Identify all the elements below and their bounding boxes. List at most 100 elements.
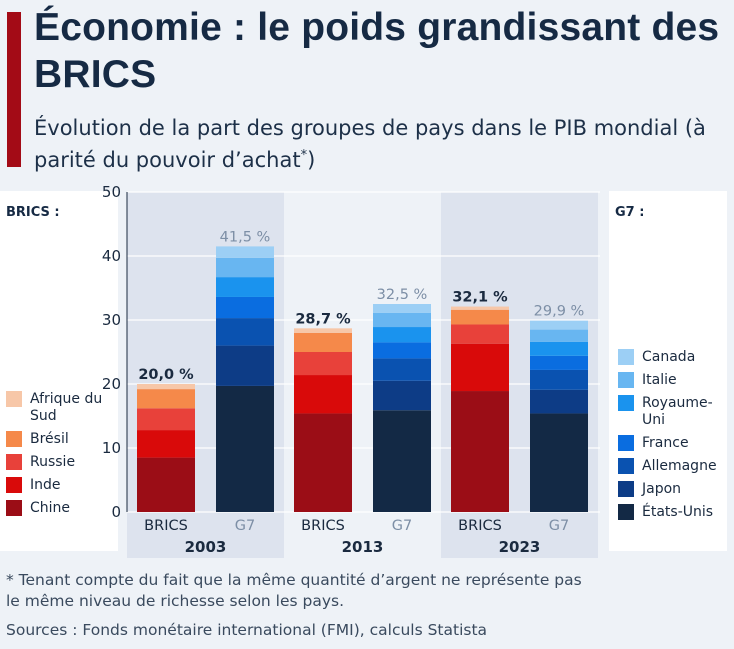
y-tick-label: 30 xyxy=(102,311,121,329)
legend-label: Afrique du Sud xyxy=(30,391,103,424)
legend-label: Russie xyxy=(30,454,76,470)
legend-label: Italie xyxy=(642,372,677,388)
chart-title: Économie : le poids grandissant des BRIC… xyxy=(34,6,720,96)
bar-total-label: 20,0 % xyxy=(138,367,194,383)
bar-segment-allemagne xyxy=(216,318,274,346)
legend-swatch xyxy=(6,431,22,447)
legend-item: Japon xyxy=(618,481,730,498)
x-category-label: G7 xyxy=(392,518,412,534)
legend-item: États-Unis xyxy=(618,504,730,521)
legend-item: Afrique du Sud xyxy=(6,391,118,425)
bar-segment-états-unis xyxy=(530,413,588,512)
subtitle-text: Évolution de la part des groupes de pays… xyxy=(34,116,706,172)
bar-segment-allemagne xyxy=(373,358,431,381)
legend-swatch xyxy=(618,349,634,365)
sources: Sources : Fonds monétaire international … xyxy=(6,621,488,639)
subtitle-footnote-mark: * xyxy=(300,148,308,163)
bar-segment-royaume-uni xyxy=(530,341,588,356)
bar-total-label: 32,5 % xyxy=(377,287,428,303)
bar-segment-italie xyxy=(373,312,431,328)
bar-total-label: 28,7 % xyxy=(295,311,351,327)
legend-swatch xyxy=(618,435,634,451)
x-category-label: BRICS xyxy=(301,518,345,534)
legend-item: Canada xyxy=(618,349,730,366)
legend-item: Allemagne xyxy=(618,458,730,475)
legend-item: Inde xyxy=(6,477,118,494)
bar-segment-brésil xyxy=(294,332,352,352)
legend-label: Royaume-Uni xyxy=(642,395,713,428)
bar-segment-chine xyxy=(137,457,195,512)
bar-segment-chine xyxy=(451,391,509,512)
legend-label: France xyxy=(642,435,689,451)
legend-label: États-Unis xyxy=(642,504,714,520)
legend-label: Canada xyxy=(642,349,696,365)
legend-swatch xyxy=(6,500,22,516)
bar-segment-france xyxy=(530,355,588,370)
legend-swatch xyxy=(618,372,634,388)
bar-segment-afrique-du-sud xyxy=(137,384,195,390)
legend-swatch xyxy=(618,481,634,497)
bar-segment-russie xyxy=(294,352,352,376)
legend-label: Brésil xyxy=(30,431,69,447)
x-category-label: G7 xyxy=(235,518,255,534)
legend-swatch xyxy=(618,395,634,411)
legend-g7-list: Canada Italie Royaume-Uni France Allemagne Ja… xyxy=(618,343,730,521)
bar-segment-afrique-du-sud xyxy=(451,306,509,310)
stacked-bar-chart: 0 10 20 30 40 50 20,0 % BRICS 41,5 % G7 2003 28,7 %… xyxy=(102,183,600,558)
legend-item: Brésil xyxy=(6,431,118,448)
legend-brics-title: BRICS : xyxy=(6,205,60,220)
bar-segment-chine xyxy=(294,413,352,512)
bar-segment-france xyxy=(373,342,431,359)
legend-swatch xyxy=(6,477,22,493)
legend-g7: G7 : Canada Italie Royaume-Uni France Allema… xyxy=(609,191,727,551)
bar-segment-états-unis xyxy=(373,410,431,512)
bar-segment-inde xyxy=(451,343,509,392)
legend-g7-title: G7 : xyxy=(615,205,645,220)
bar-segment-royaume-uni xyxy=(216,277,274,297)
bar-segment-brésil xyxy=(137,389,195,409)
bar-segment-brésil xyxy=(451,309,509,325)
bar-segment-royaume-uni xyxy=(373,327,431,343)
legend-item: Chine xyxy=(6,500,118,517)
bar-segment-inde xyxy=(137,430,195,458)
bar-segment-inde xyxy=(294,375,352,414)
bar-segment-russie xyxy=(451,324,509,344)
bar-segment-japon xyxy=(530,389,588,414)
bar-segment-états-unis xyxy=(216,385,274,512)
legend-swatch xyxy=(6,454,22,470)
title-accent-bar xyxy=(7,12,21,167)
bar-segment-canada xyxy=(216,246,274,258)
bar-segment-japon xyxy=(216,345,274,386)
legend-item: Royaume-Uni xyxy=(618,395,730,429)
legend-brics: BRICS : Afrique du Sud Brésil Russie Inde Ch… xyxy=(0,191,118,551)
bar-total-label: 29,9 % xyxy=(534,304,585,320)
y-tick-label: 20 xyxy=(102,375,121,393)
subtitle-end: ) xyxy=(307,148,316,172)
x-category-label: BRICS xyxy=(458,518,502,534)
y-tick-label: 0 xyxy=(111,503,121,521)
y-tick-label: 50 xyxy=(102,183,121,201)
legend-item: Italie xyxy=(618,372,730,389)
bar-segment-italie xyxy=(216,257,274,278)
bar-segment-allemagne xyxy=(530,369,588,390)
bar-segment-italie xyxy=(530,329,588,342)
year-label: 2003 xyxy=(185,538,227,556)
bar-segment-france xyxy=(216,296,274,319)
year-label: 2023 xyxy=(499,538,541,556)
legend-label: Allemagne xyxy=(642,458,717,474)
legend-swatch xyxy=(618,504,634,520)
x-category-label: G7 xyxy=(549,518,569,534)
footnote: * Tenant compte du fait que la même quan… xyxy=(6,571,582,610)
year-label: 2013 xyxy=(342,538,384,556)
legend-swatch xyxy=(6,391,22,407)
legend-label: Japon xyxy=(642,481,682,497)
chart-subtitle: Évolution de la part des groupes de pays… xyxy=(34,114,714,174)
y-tick-label: 40 xyxy=(102,247,121,265)
bar-segment-russie xyxy=(137,408,195,431)
legend-item: Russie xyxy=(6,454,118,471)
legend-swatch xyxy=(618,458,634,474)
bar-segment-canada xyxy=(373,304,431,313)
bar-total-label: 32,1 % xyxy=(452,290,508,306)
legend-label: Chine xyxy=(30,500,71,516)
legend-item: France xyxy=(618,435,730,452)
